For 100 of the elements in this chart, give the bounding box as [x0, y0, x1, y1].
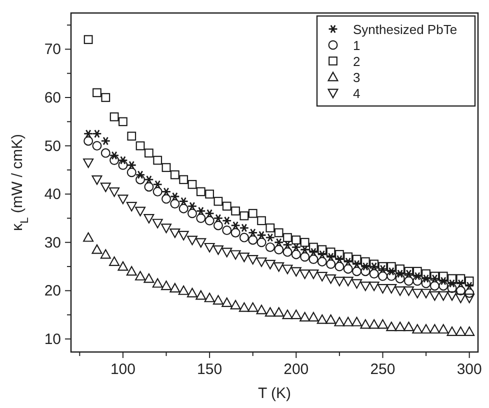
point	[386, 322, 397, 332]
point	[377, 284, 388, 294]
point	[282, 264, 293, 274]
point	[456, 286, 466, 296]
point	[343, 264, 353, 274]
point	[257, 216, 266, 226]
point	[386, 284, 397, 294]
point	[316, 272, 328, 282]
point	[334, 316, 345, 326]
point	[352, 316, 362, 326]
point	[342, 276, 354, 286]
point	[447, 284, 457, 294]
point	[368, 319, 380, 329]
x-tick-label: 100	[110, 361, 136, 378]
point	[144, 148, 154, 158]
point	[178, 196, 188, 206]
point	[196, 238, 206, 248]
point	[352, 254, 362, 264]
point	[334, 262, 344, 272]
point	[100, 249, 111, 259]
point	[222, 202, 232, 211]
y-tick-label: 20	[44, 282, 61, 300]
point	[118, 160, 128, 170]
point	[290, 267, 302, 277]
point	[403, 322, 414, 332]
point	[178, 230, 189, 240]
point	[212, 245, 224, 255]
point	[222, 226, 232, 236]
x-tick-label: 150	[197, 361, 222, 378]
point	[360, 257, 370, 266]
point	[308, 254, 318, 264]
point	[404, 266, 414, 276]
point	[283, 233, 292, 242]
point	[118, 117, 128, 126]
point	[291, 250, 301, 260]
point	[178, 204, 188, 214]
point	[101, 93, 110, 102]
point	[274, 262, 284, 272]
x-tick-label: 200	[284, 361, 309, 378]
point	[248, 235, 258, 245]
point	[186, 288, 198, 298]
point	[429, 324, 440, 334]
point	[386, 262, 396, 271]
point	[368, 282, 380, 292]
point	[126, 266, 137, 276]
point	[204, 216, 214, 226]
y-tick-label: 70	[44, 41, 61, 58]
point	[326, 274, 336, 284]
legend-label: 1	[353, 38, 360, 53]
point	[92, 141, 102, 151]
point	[152, 218, 163, 228]
point	[274, 228, 284, 238]
point	[248, 208, 258, 218]
point	[264, 307, 276, 317]
y-tick-label: 30	[44, 234, 61, 252]
point	[205, 190, 214, 199]
legend-label: 4	[353, 86, 360, 101]
point	[144, 175, 154, 184]
point	[438, 281, 448, 291]
point	[464, 288, 474, 298]
point	[170, 228, 180, 238]
point	[282, 247, 292, 257]
y-tick-label: 60	[44, 90, 61, 107]
point	[136, 141, 145, 150]
point	[152, 180, 162, 189]
point	[240, 211, 249, 220]
y-tick-label: 50	[44, 138, 61, 155]
point	[170, 192, 180, 201]
point	[152, 278, 163, 288]
point	[196, 290, 206, 300]
point	[446, 291, 458, 301]
point	[127, 132, 136, 141]
point	[126, 168, 136, 178]
point	[404, 276, 414, 286]
point	[403, 286, 414, 296]
point	[369, 269, 379, 279]
point	[213, 220, 223, 230]
point	[438, 291, 449, 301]
point	[214, 196, 223, 206]
point	[170, 283, 180, 293]
point	[266, 223, 275, 232]
legend-label: 2	[353, 54, 360, 69]
point	[429, 291, 440, 301]
point	[378, 262, 388, 271]
point	[118, 261, 128, 271]
point	[161, 187, 172, 196]
point	[342, 316, 354, 326]
point	[188, 180, 197, 189]
point	[412, 288, 423, 298]
point	[412, 276, 422, 286]
point	[161, 280, 172, 290]
point	[83, 158, 94, 168]
point	[464, 294, 475, 304]
point	[204, 292, 215, 302]
point	[292, 236, 301, 244]
point	[170, 199, 180, 208]
point	[231, 206, 240, 216]
point	[378, 271, 388, 281]
point	[186, 236, 198, 246]
point	[446, 326, 458, 336]
